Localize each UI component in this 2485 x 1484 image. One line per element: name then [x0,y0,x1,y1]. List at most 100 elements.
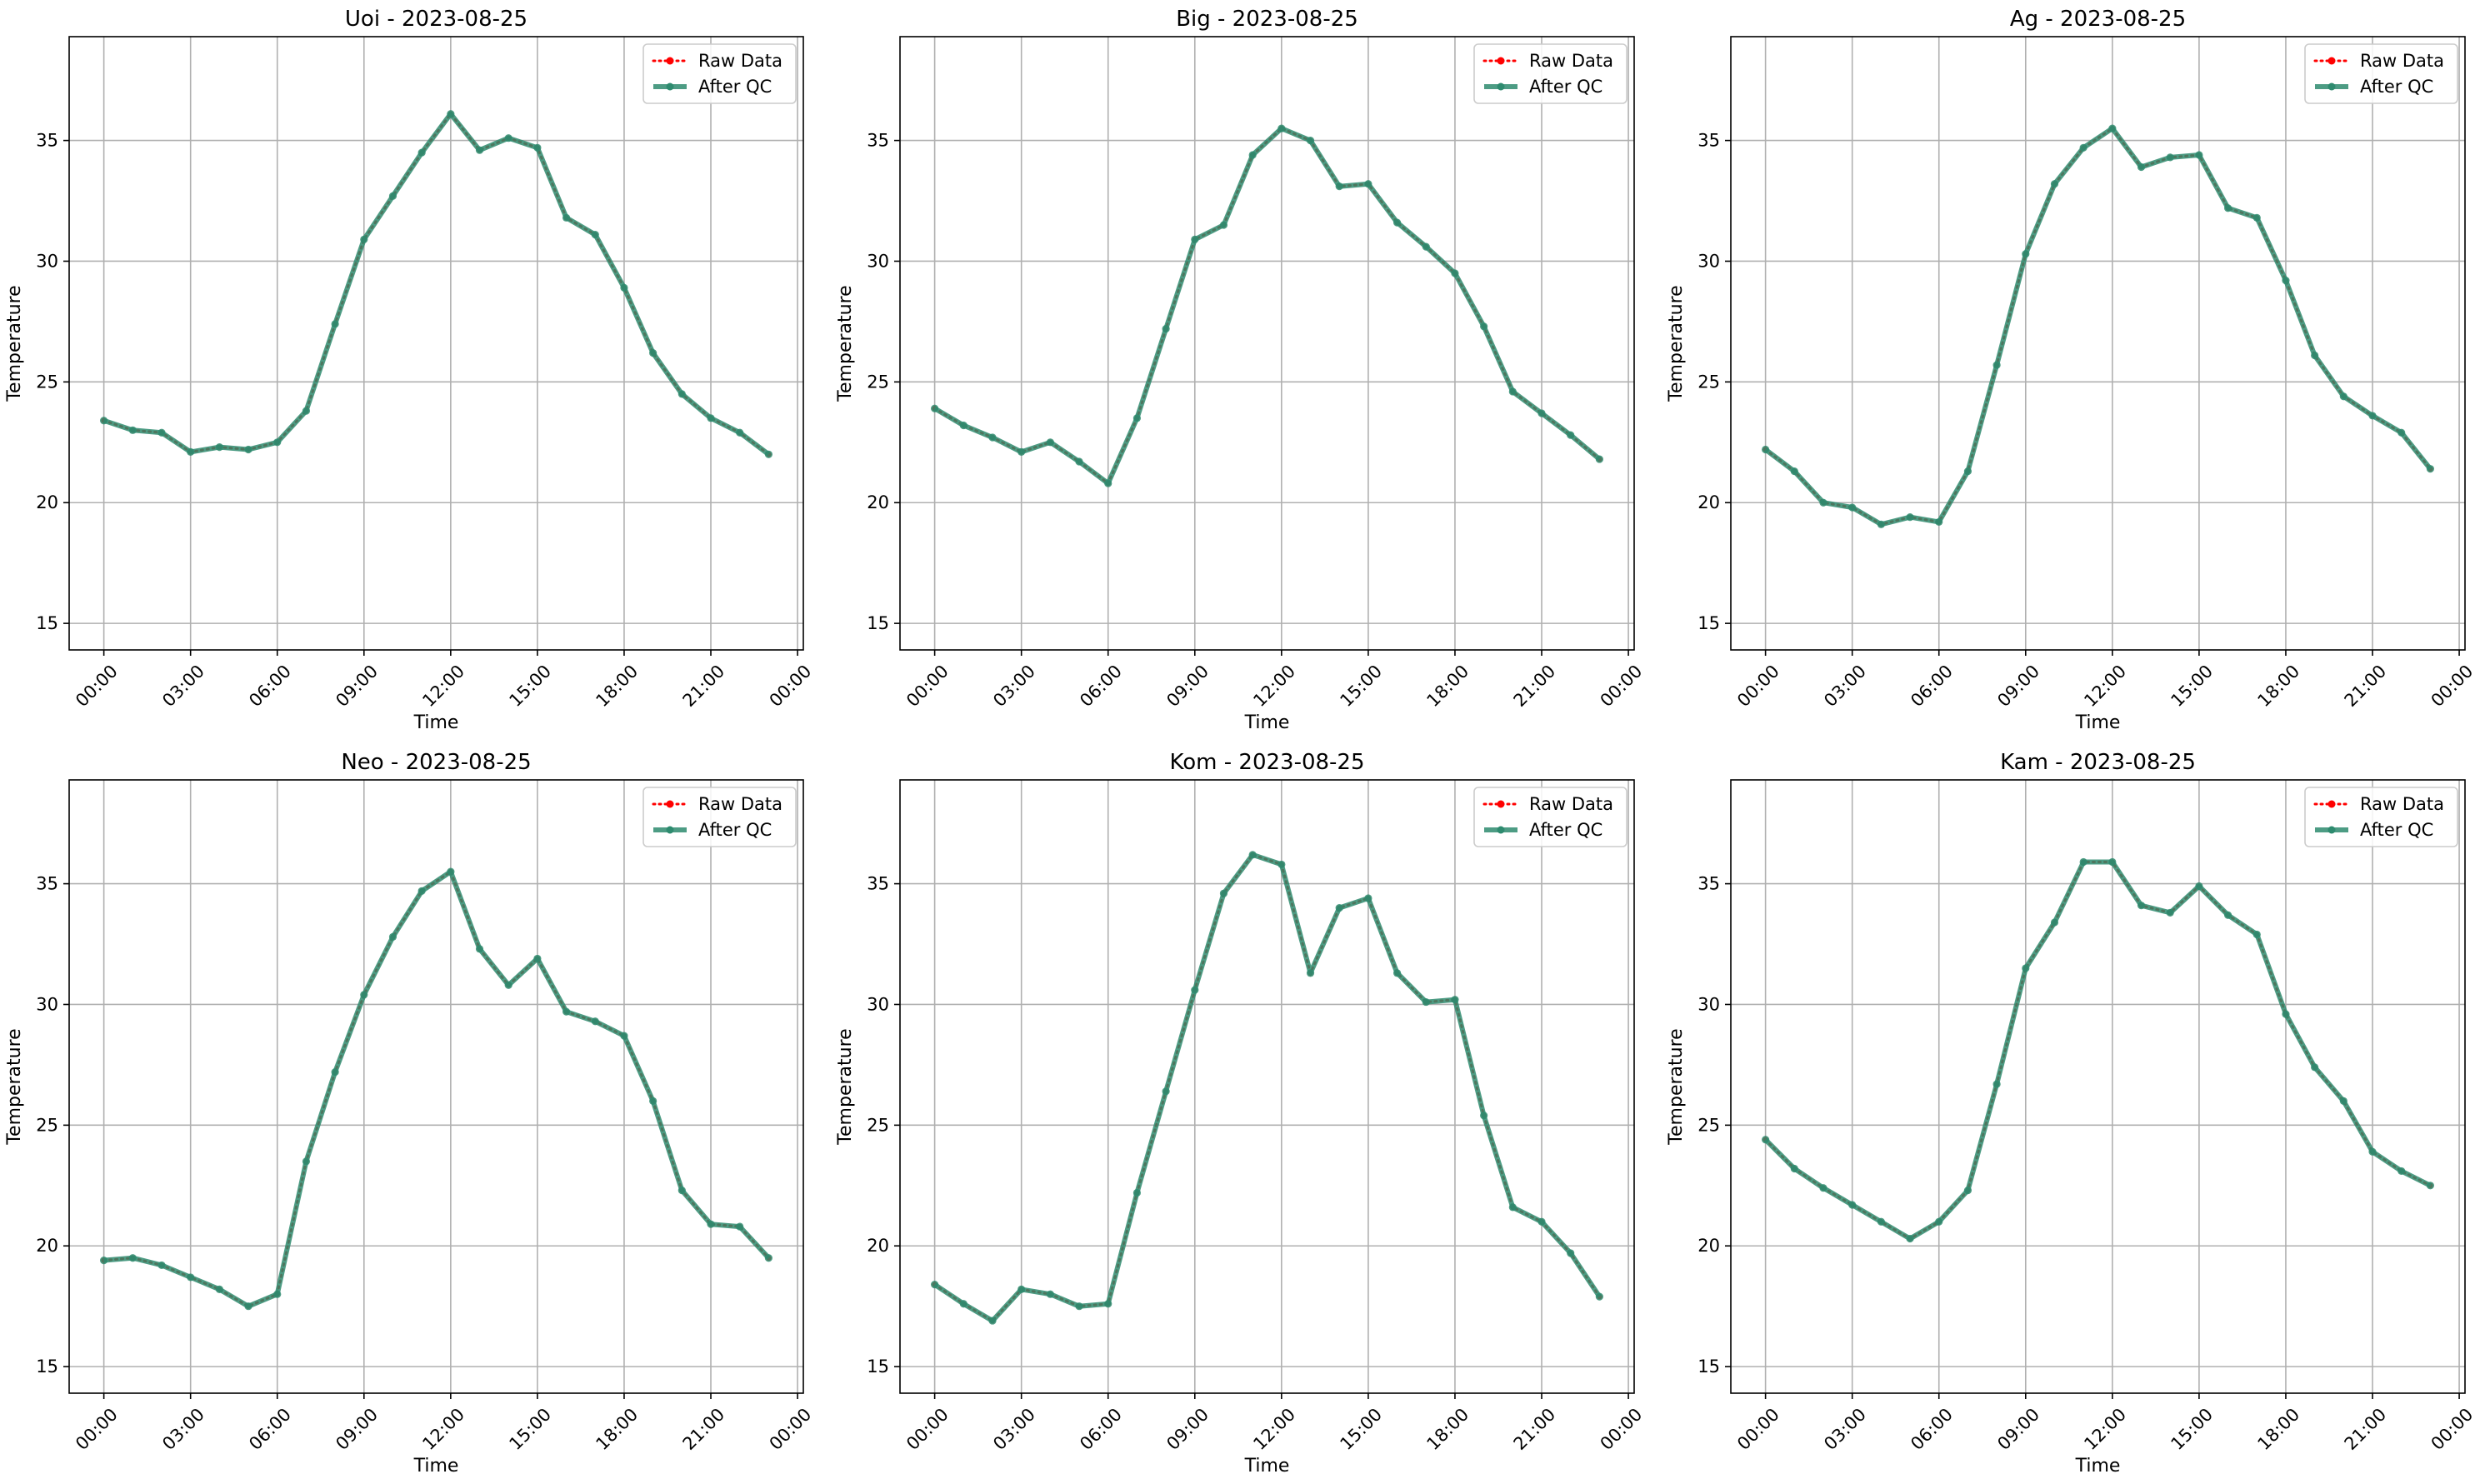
x-tick-label: 06:00 [245,1404,295,1454]
point-after-qc [1132,414,1142,422]
point-after-qc [360,991,368,999]
x-tick-label: 00:00 [766,661,816,711]
point-after-qc [1848,503,1857,512]
point-after-qc [215,1285,223,1294]
point-after-qc [2223,204,2232,212]
legend-label-after-qc: After QC [698,820,772,840]
axes-frame [1730,779,2466,1394]
point-after-qc [620,1032,628,1040]
point-after-qc [447,867,455,876]
legend-label-after-qc: After QC [1529,820,1602,840]
series-line-raw-data [102,869,770,1308]
point-after-qc [1595,1292,1603,1301]
y-tick-label: 25 [867,1115,889,1135]
point-after-qc [1935,1217,1943,1226]
y-tick-label: 15 [36,1357,58,1377]
point-after-qc [1219,889,1228,897]
legend-marker-after-qc [2328,826,2336,834]
point-after-qc [1906,1234,1914,1243]
y-tick-label: 20 [36,1236,58,1256]
point-after-qc [2022,964,2030,972]
series-line-after-qc [1763,859,2432,1242]
x-tick-label: 03:00 [1820,1404,1870,1454]
series-line-after-qc [103,869,771,1309]
x-tick-label: 09:00 [1993,1404,2043,1454]
point-after-qc [2398,428,2406,437]
x-tick-label: 09:00 [332,661,382,711]
point-after-qc [2079,857,2088,867]
point-after-qc [1075,457,1083,466]
legend-label-after-qc: After QC [698,77,772,97]
point-after-qc [959,421,968,430]
plot-title: Kam - 2023-08-25 [2000,750,2196,775]
point-after-qc [1422,242,1430,251]
x-tick-label: 06:00 [1076,1404,1126,1454]
point-after-qc [1963,1186,1972,1195]
legend-label-raw-data: Raw Data [2360,794,2444,814]
point-after-qc [244,445,252,454]
point-after-qc [764,450,772,458]
point-after-qc [360,235,368,244]
series-line-raw-data [933,127,1601,486]
point-after-qc [988,1317,997,1325]
point-after-qc [1162,325,1170,333]
point-after-qc [649,348,658,357]
point-after-qc [1567,1249,1575,1257]
y-axis-label: Temperature [4,1028,25,1145]
point-after-qc [1046,438,1054,447]
y-tick-label: 25 [1698,1115,1720,1135]
y-tick-label: 30 [1698,994,1720,1014]
point-after-qc [1567,431,1575,439]
plot-title: Big - 2023-08-25 [1176,7,1358,32]
x-tick-label: 15:00 [505,661,555,711]
x-tick-label: 12:00 [2080,661,2130,711]
point-after-qc [591,231,599,239]
series-line-raw-data [1764,861,2432,1241]
axes-frame [899,36,1635,651]
point-after-qc [2252,930,2261,939]
y-axis-label: Temperature [835,285,856,402]
point-after-qc [1162,1087,1170,1096]
point-after-qc [533,143,542,152]
y-tick-label: 35 [867,131,889,151]
x-tick-label: 00:00 [1597,661,1647,711]
point-after-qc [1191,986,1199,994]
point-after-qc [1508,387,1517,396]
point-after-qc [1762,445,1770,454]
series-line-raw-data [102,112,770,456]
x-tick-label: 06:00 [245,661,295,711]
y-tick-label: 30 [867,994,889,1014]
point-after-qc [2339,1097,2348,1105]
axes-frame [899,779,1635,1394]
plot-title: Ag - 2023-08-25 [2010,7,2186,32]
legend-label-after-qc: After QC [1529,77,1602,97]
legend-label-after-qc: After QC [2360,77,2433,97]
point-after-qc [1877,520,1885,528]
y-tick-label: 25 [867,372,889,392]
x-tick-label: 12:00 [1249,661,1299,711]
legend-marker-raw-data [1497,800,1505,808]
x-tick-label: 12:00 [1249,1404,1299,1454]
point-after-qc [2195,151,2203,159]
point-after-qc [1480,1112,1488,1120]
point-after-qc [475,146,484,154]
legend-label-raw-data: Raw Data [2360,51,2444,71]
legend-label-raw-data: Raw Data [698,794,782,814]
point-after-qc [562,1007,571,1016]
x-tick-label: 03:00 [1820,661,1870,711]
x-axis-label: Time [1244,1456,1290,1477]
legend: Raw Data After QC [1473,787,1628,847]
point-after-qc [2137,162,2146,172]
point-after-qc [1248,151,1257,159]
point-after-qc [2108,857,2117,867]
legend: Raw Data After QC [1473,43,1628,104]
point-after-qc [2426,1182,2434,1190]
point-after-qc [736,428,744,437]
point-after-qc [1306,969,1315,977]
point-after-qc [1538,409,1546,417]
point-after-qc [1992,361,2001,369]
point-after-qc [1508,1203,1517,1212]
axes-frame [68,779,804,1394]
x-axis-label: Time [413,712,459,733]
x-tick-label: 09:00 [1162,661,1212,711]
